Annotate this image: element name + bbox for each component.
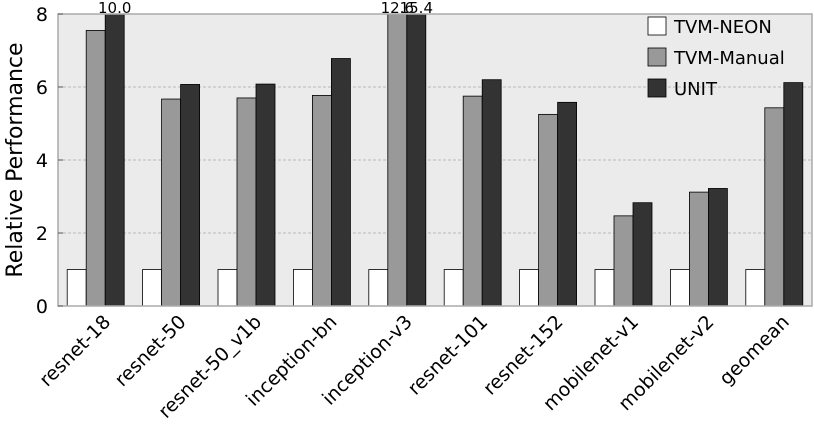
bar <box>764 107 785 306</box>
bars <box>66 14 804 306</box>
bar <box>538 113 558 306</box>
bar <box>330 58 351 306</box>
bar <box>557 101 577 306</box>
bar <box>462 95 483 306</box>
y-tick-label: 2 <box>36 223 48 245</box>
bar <box>104 14 125 306</box>
bar <box>613 215 634 306</box>
bar <box>745 269 766 306</box>
bar <box>632 202 653 306</box>
legend-label: TVM-Manual <box>673 48 785 69</box>
x-tick-label: resnet-101 <box>404 311 493 400</box>
y-tick-label: 4 <box>36 150 48 172</box>
bar <box>161 98 182 306</box>
legend-swatch <box>647 78 667 98</box>
legend-swatch <box>647 47 667 67</box>
bar <box>142 269 163 306</box>
y-tick-label: 0 <box>36 296 48 318</box>
bar <box>292 269 313 306</box>
bar <box>311 94 332 306</box>
bar <box>217 269 238 306</box>
x-tick-label: resnet-18 <box>35 311 115 391</box>
x-tick-label: resnet-50 <box>111 311 191 391</box>
bar <box>670 269 690 306</box>
y-tick-label: 6 <box>36 77 48 99</box>
legend-label: UNIT <box>674 79 718 100</box>
bar <box>689 191 709 306</box>
value-label: 10.0 <box>98 0 131 17</box>
y-axis-label: Relative Performance <box>3 42 28 277</box>
bar <box>443 269 464 306</box>
bar <box>519 269 539 306</box>
bar <box>708 188 728 306</box>
bar <box>368 269 389 306</box>
bar <box>783 82 804 306</box>
value-label: 12.6 <box>381 0 414 17</box>
bar <box>387 14 408 306</box>
value-label: 15.4 <box>400 0 433 17</box>
y-tick-label: 8 <box>36 4 48 26</box>
bar <box>481 79 502 306</box>
bar <box>180 84 201 306</box>
bar <box>66 269 87 306</box>
bar <box>255 83 276 306</box>
x-tick-label: geomean <box>715 311 794 390</box>
legend-label: TVM-NEON <box>673 17 772 38</box>
legend-swatch <box>647 16 667 36</box>
bar <box>594 269 615 306</box>
bar <box>85 30 106 306</box>
bar <box>236 97 257 306</box>
bar <box>406 14 427 306</box>
